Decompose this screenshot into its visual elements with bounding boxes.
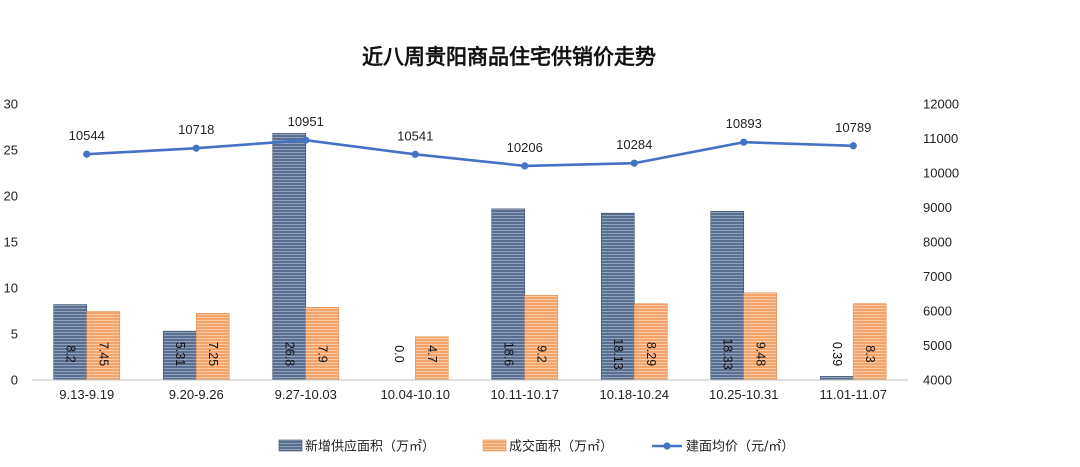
supply-bar — [491, 208, 526, 381]
price-data-label: 10893 — [726, 116, 762, 131]
right-axis-tick-label: 6000 — [923, 304, 952, 319]
sales-data-label: 8.3 — [863, 345, 877, 362]
x-axis-category-label: 10.18-10.24 — [600, 387, 669, 402]
price-data-label: 10718 — [178, 122, 214, 137]
chart-title: 近八周贵阳商品住宅供销价走势 — [362, 45, 656, 69]
legend-label-sales: 成交面积（万㎡） — [509, 439, 613, 455]
left-axis-tick-label: 25 — [4, 143, 18, 158]
right-axis-ticks: 4000 5000 6000 7000 8000 9000 10000 11000 12000 — [923, 97, 959, 388]
supply-data-label: 18.6 — [501, 342, 515, 366]
price-data-label: 10541 — [397, 128, 433, 143]
supply-bar — [53, 304, 88, 381]
price-line: 10544 10718 10951 10541 10206 10284 10893 10789 — [69, 114, 871, 170]
price-point — [521, 162, 529, 170]
sales-data-label: 9.48 — [753, 342, 767, 366]
supply-data-label: 18.13 — [611, 338, 625, 369]
left-axis-tick-label: 5 — [11, 327, 18, 342]
x-axis-category-label: 11.01-11.07 — [820, 387, 887, 402]
supply-data-label: 26.8 — [282, 342, 296, 366]
sales-data-label: 8.29 — [644, 342, 658, 366]
right-axis-tick-label: 4000 — [923, 373, 952, 388]
sales-bar — [305, 307, 340, 381]
price-point — [630, 159, 638, 167]
left-axis-tick-label: 10 — [4, 281, 18, 296]
price-point — [740, 138, 748, 146]
left-axis-tick-label: 15 — [4, 235, 18, 250]
legend: 新增供应面积（万㎡） 成交面积（万㎡） 建面均价（元/㎡） — [278, 439, 794, 455]
supply-bar — [272, 133, 307, 381]
legend-label-price: 建面均价（元/㎡） — [686, 440, 794, 455]
legend-swatch-sales — [482, 439, 507, 452]
left-axis-tick-label: 20 — [4, 189, 18, 204]
supply-data-label: 5.31 — [173, 342, 187, 366]
sales-data-label: 7.45 — [96, 342, 110, 366]
sales-bar — [414, 336, 449, 381]
sales-bar — [852, 303, 887, 381]
legend-swatch-supply — [278, 439, 303, 452]
price-point — [302, 136, 310, 144]
x-axis-category-label: 10.25-10.31 — [709, 387, 778, 402]
price-data-label: 10951 — [288, 114, 324, 129]
sales-data-label: 4.7 — [425, 345, 439, 362]
sales-bar — [743, 292, 778, 381]
right-axis-tick-label: 11000 — [923, 131, 958, 146]
right-axis-tick-label: 8000 — [923, 235, 952, 250]
x-axis-category-label: 9.27-10.03 — [275, 387, 337, 402]
price-line-path — [86, 138, 854, 168]
left-axis-tick-label: 0 — [11, 373, 18, 388]
x-axis-labels: 9.13-9.19 9.20-9.26 9.27-10.03 10.04-10.10 1… — [59, 387, 887, 402]
x-axis-category-label: 10.11-10.17 — [491, 387, 559, 402]
supply-bar — [819, 376, 854, 381]
supply-data-label: 0.39 — [830, 342, 844, 366]
price-point — [411, 150, 419, 158]
sales-data-label: 9.2 — [534, 345, 548, 362]
right-axis-tick-label: 10000 — [923, 166, 959, 181]
price-point — [849, 142, 857, 150]
legend-label-supply: 新增供应面积（万㎡） — [305, 439, 435, 455]
right-axis-tick-label: 5000 — [923, 338, 952, 353]
price-data-label: 10544 — [69, 128, 105, 143]
price-point — [192, 144, 200, 152]
right-axis-tick-label: 7000 — [923, 269, 952, 284]
x-axis-category-label: 10.04-10.10 — [381, 387, 450, 402]
supply-data-label: 18.33 — [720, 338, 734, 369]
sales-data-label: 7.9 — [315, 345, 329, 362]
right-axis-tick-label: 12000 — [923, 97, 959, 112]
supply-data-label: 0.0 — [392, 345, 406, 362]
sales-bar — [524, 295, 559, 381]
price-point — [83, 150, 91, 158]
price-data-label: 10284 — [616, 137, 652, 152]
x-axis-category-label: 9.13-9.19 — [59, 387, 114, 402]
sales-bar — [86, 311, 121, 381]
price-data-label: 10206 — [507, 140, 543, 155]
supply-bar — [162, 330, 197, 381]
supply-bar — [710, 211, 745, 381]
x-axis-category-label: 9.20-9.26 — [169, 387, 224, 402]
legend-swatch-price-marker — [663, 442, 671, 450]
left-axis-ticks: 0 5 10 15 20 25 30 — [4, 97, 18, 388]
supply-bar — [600, 212, 635, 381]
right-axis-tick-label: 9000 — [923, 200, 952, 215]
sales-data-label: 7.25 — [206, 342, 220, 366]
supply-data-label: 8.2 — [63, 345, 77, 362]
price-data-label: 10789 — [835, 120, 871, 135]
bars: 8.2 5.31 26.8 0.0 18.6 18.13 18.33 0.39 7.45 7.25… — [53, 133, 887, 381]
left-axis-tick-label: 30 — [4, 97, 18, 112]
